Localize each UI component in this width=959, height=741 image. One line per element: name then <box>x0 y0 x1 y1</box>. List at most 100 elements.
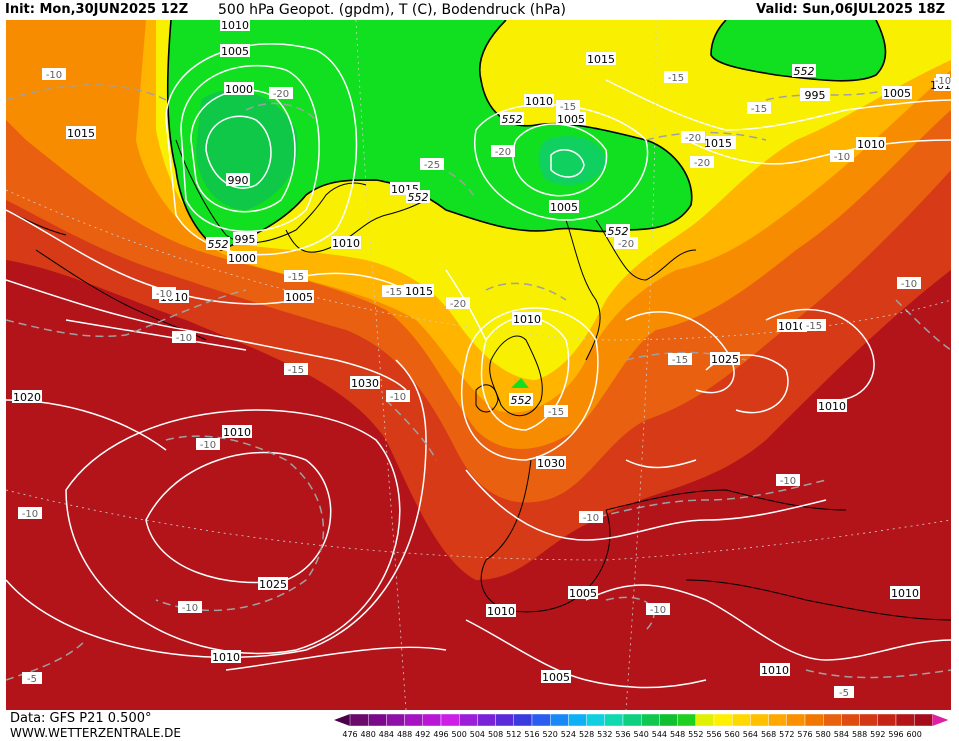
isobar-label: 1010 <box>856 137 886 151</box>
svg-text:1030: 1030 <box>537 457 565 470</box>
legend-tick-label: 528 <box>579 730 594 739</box>
legend-swatch <box>732 713 751 727</box>
lat-lon-grid <box>6 20 951 710</box>
temperature-label: -5 <box>834 686 854 699</box>
svg-text:552: 552 <box>794 65 815 78</box>
isobar-label: 1010 <box>760 663 790 677</box>
svg-text:1005: 1005 <box>285 291 313 304</box>
isobar-label: 1010 <box>512 312 542 326</box>
isobar-label: 1020 <box>12 390 42 404</box>
svg-text:-15: -15 <box>288 272 304 283</box>
color-legend: 476 480 484 488 492 496 500 504 508 512 516 520 524 5… <box>334 713 949 739</box>
isobar-label: 1005 <box>882 86 912 100</box>
legend-swatch <box>877 713 897 727</box>
temperature-label: -15 <box>284 270 308 283</box>
isobar-label: 1010 <box>211 650 241 664</box>
temperature-label: -15 <box>284 363 308 376</box>
svg-text:-10: -10 <box>156 289 172 300</box>
legend-tick-label: 500 <box>452 730 467 739</box>
svg-text:-10: -10 <box>176 333 192 344</box>
temperature-label: -10 <box>386 390 410 403</box>
temperature-label: -10 <box>18 507 42 520</box>
legend-swatch <box>804 713 824 727</box>
isobar-label: 1010 <box>890 586 920 600</box>
svg-text:-20: -20 <box>273 89 289 100</box>
temperature-label: -10 <box>172 331 196 344</box>
svg-text:1000: 1000 <box>225 83 253 96</box>
svg-text:1010: 1010 <box>487 605 515 618</box>
legend-swatch <box>677 713 697 727</box>
legend-low-arrow <box>334 714 350 726</box>
svg-text:-15: -15 <box>548 407 564 418</box>
temperature-label: -15 <box>556 100 580 113</box>
svg-text:552: 552 <box>608 225 629 238</box>
legend-swatch <box>768 713 788 727</box>
temperature-label: -20 <box>491 145 515 158</box>
svg-text:1020: 1020 <box>13 391 41 404</box>
isobar-label: 1015 <box>404 284 434 298</box>
svg-text:-15: -15 <box>668 73 684 84</box>
temperature-label: -10 <box>178 601 202 614</box>
legend-swatch <box>622 713 642 727</box>
legend-tick-label: 536 <box>615 730 630 739</box>
svg-text:-10: -10 <box>834 152 850 163</box>
temperature-label: -5 <box>22 672 42 685</box>
svg-text:-25: -25 <box>424 160 440 171</box>
svg-text:-15: -15 <box>672 355 688 366</box>
legend-swatch <box>513 713 533 727</box>
legend-swatch <box>914 713 933 727</box>
isobar-label: 1025 <box>258 577 288 591</box>
svg-text:995: 995 <box>805 89 826 102</box>
legend-tick-label: 560 <box>725 730 740 739</box>
isobar-label: 990 <box>226 173 250 187</box>
legend-high-arrow <box>932 714 949 726</box>
legend-tick-label: 516 <box>524 730 539 739</box>
isobar-label: 1010 <box>777 319 807 333</box>
isobar-label: 1030 <box>536 456 566 470</box>
temperature-label: -10 <box>935 74 951 87</box>
legend-tick-label: 524 <box>561 730 576 739</box>
legend-swatch <box>659 713 678 727</box>
legend-tick-label: 504 <box>470 730 485 739</box>
legend-tick-label: 592 <box>870 730 885 739</box>
svg-text:1005: 1005 <box>550 201 578 214</box>
svg-text:1005: 1005 <box>569 587 597 600</box>
legend-swatch <box>404 713 423 727</box>
svg-text:990: 990 <box>228 174 249 187</box>
legend-tick-label: 512 <box>506 730 521 739</box>
legend-tick-label: 492 <box>415 730 430 739</box>
svg-text:-20: -20 <box>450 299 466 310</box>
isobar-label: 1010 <box>331 236 361 250</box>
isobar-label: 1015 <box>704 136 736 150</box>
isobar-label: 1010 <box>486 604 516 618</box>
svg-text:1025: 1025 <box>259 578 287 591</box>
temperature-label: -15 <box>802 319 826 332</box>
height-field-548-west <box>167 20 692 250</box>
temperature-label: -20 <box>269 87 293 100</box>
height-field-548-uk <box>511 378 529 388</box>
svg-text:552: 552 <box>408 191 429 204</box>
svg-text:1015: 1015 <box>405 285 433 298</box>
temperature-label: -20 <box>681 131 705 144</box>
geopotential-label: 552 <box>606 224 630 238</box>
svg-text:-15: -15 <box>386 287 402 298</box>
isobar-label: 1010 <box>222 425 252 439</box>
svg-text:1005: 1005 <box>883 87 911 100</box>
svg-text:1010: 1010 <box>891 587 919 600</box>
isobar-label: 1010 <box>220 20 250 32</box>
svg-text:552: 552 <box>502 113 523 126</box>
svg-text:-20: -20 <box>685 133 701 144</box>
svg-text:-10: -10 <box>390 392 406 403</box>
svg-text:1015: 1015 <box>67 127 95 140</box>
isobars <box>6 43 951 689</box>
legend-tick-label: 480 <box>361 730 376 739</box>
svg-text:-10: -10 <box>200 440 216 451</box>
isobar-label: 1015 <box>66 126 96 140</box>
legend-tick-label: 556 <box>706 730 721 739</box>
temperature-labels: -10 -20 -20 -15 -25 -15 -20 -15 -15 -20 … <box>18 68 951 699</box>
svg-text:-10: -10 <box>182 603 198 614</box>
legend-tick-label: 564 <box>743 730 758 739</box>
legend-tick-label: 548 <box>670 730 685 739</box>
legend-swatch <box>368 713 387 727</box>
temperature-label: -10 <box>579 511 603 524</box>
